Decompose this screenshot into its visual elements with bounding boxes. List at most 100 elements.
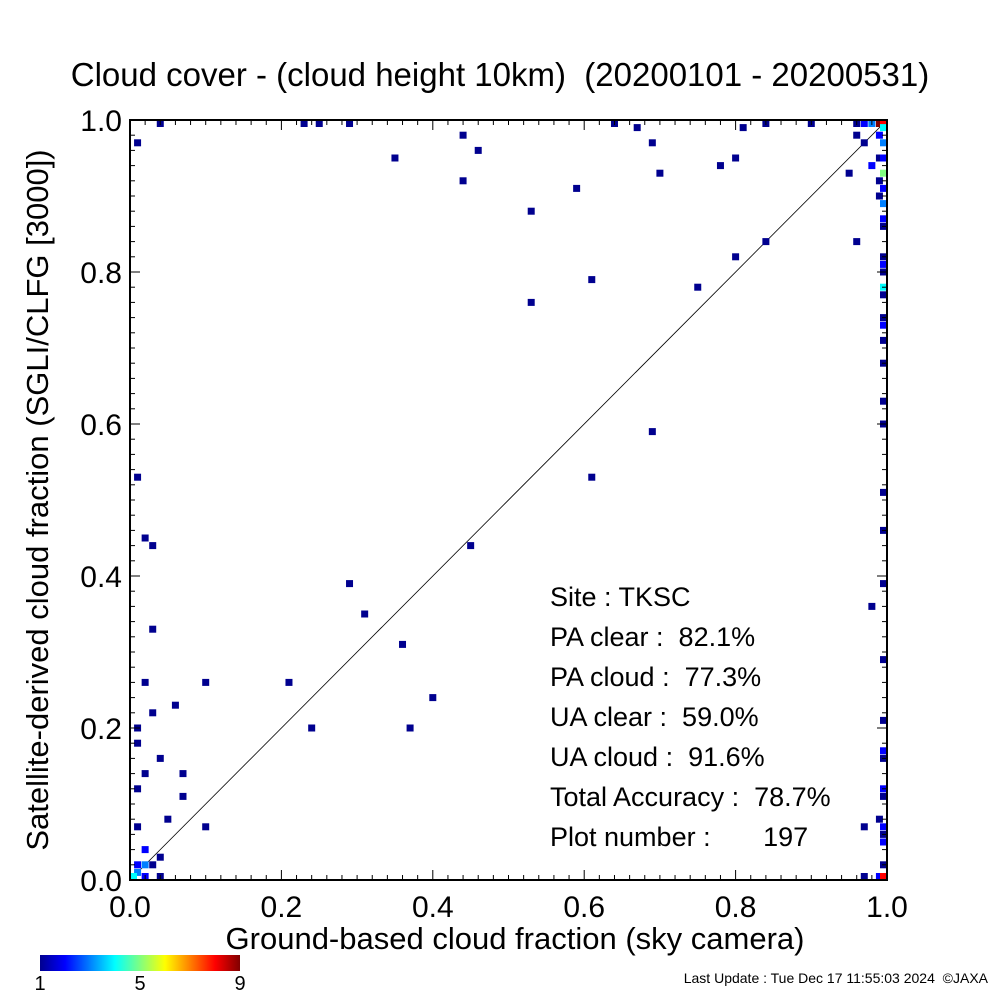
x-axis-label: Ground-based cloud fraction (sky camera) — [225, 921, 805, 956]
data-point — [880, 139, 887, 147]
data-point — [346, 120, 354, 127]
data-point — [648, 428, 656, 436]
data-point — [573, 184, 581, 192]
data-point — [130, 873, 137, 880]
data-point — [308, 724, 316, 732]
data-point — [880, 169, 887, 177]
colorbar-gradient — [40, 955, 240, 971]
data-point — [588, 276, 596, 284]
data-point — [315, 120, 323, 127]
data-point — [459, 131, 467, 139]
reference-line — [129, 119, 888, 881]
data-point — [429, 694, 437, 702]
data-point — [149, 709, 157, 717]
data-point — [346, 580, 354, 588]
y-tick-label: 0.2 — [80, 713, 122, 746]
data-point — [399, 640, 407, 648]
data-point — [880, 397, 887, 405]
data-point — [527, 207, 535, 215]
stat-ua-cloud: UA cloud : 91.6% — [550, 742, 765, 772]
y-tick-label: 0.6 — [80, 409, 122, 442]
data-point — [361, 610, 369, 618]
data-point — [868, 602, 876, 610]
data-point — [845, 169, 853, 177]
data-point — [860, 139, 868, 147]
data-point — [156, 853, 164, 861]
data-point — [156, 754, 164, 762]
data-point — [285, 678, 293, 686]
data-point — [875, 192, 883, 200]
data-point — [880, 488, 887, 496]
data-point — [732, 154, 740, 162]
colorbar-tick-label: 9 — [234, 973, 246, 995]
data-point — [149, 861, 157, 869]
data-point — [134, 785, 142, 793]
stat-ua-clear: UA clear : 59.0% — [550, 702, 759, 732]
chart-title: Cloud cover - (cloud height 10km) (20200… — [70, 56, 930, 93]
data-point — [880, 120, 887, 127]
data-point — [739, 124, 747, 132]
data-point — [141, 678, 149, 686]
data-point — [134, 868, 142, 876]
data-point — [875, 131, 883, 139]
data-point — [868, 162, 876, 170]
data-point — [875, 154, 883, 162]
data-point — [694, 283, 702, 291]
colorbar — [40, 955, 240, 971]
data-point — [880, 656, 887, 664]
x-tick-label: 0.4 — [412, 891, 454, 924]
data-point — [860, 120, 868, 127]
data-point — [875, 815, 883, 823]
data-point — [406, 724, 414, 732]
x-tick-label: 0.0 — [109, 891, 151, 924]
data-point — [880, 823, 887, 831]
y-tick-label: 0.4 — [80, 561, 122, 594]
data-point — [880, 716, 887, 724]
data-point — [762, 238, 770, 246]
x-tick-label: 0.2 — [261, 891, 303, 924]
data-point — [202, 678, 210, 686]
data-point — [875, 120, 883, 127]
data-point — [467, 542, 475, 550]
data-point — [880, 184, 887, 192]
data-point — [732, 253, 740, 261]
data-point — [141, 861, 149, 869]
data-point — [179, 792, 187, 800]
data-point — [141, 534, 149, 542]
data-point — [149, 542, 157, 550]
y-tick-label: 1.0 — [80, 105, 122, 138]
colorbar-tick-label: 1 — [34, 973, 46, 995]
data-point — [588, 473, 596, 481]
data-point — [171, 701, 179, 709]
data-point — [880, 124, 887, 132]
data-point — [853, 238, 861, 246]
data-point — [202, 823, 210, 831]
data-point — [656, 169, 664, 177]
data-point — [300, 120, 308, 127]
stat-site: Site : TKSC — [550, 582, 691, 612]
data-point — [134, 739, 142, 747]
data-point — [164, 815, 172, 823]
x-tick-label: 1.0 — [866, 891, 908, 924]
footer-update-text: Last Update : Tue Dec 17 11:55:03 2024 ©… — [683, 970, 988, 986]
data-point — [633, 124, 641, 132]
data-point — [875, 873, 883, 880]
data-point — [860, 873, 868, 880]
y-tick-label: 0.0 — [80, 865, 122, 898]
colorbar-tick-label: 5 — [134, 973, 146, 995]
data-point — [880, 154, 887, 162]
x-tick-label: 0.6 — [563, 891, 605, 924]
data-point — [134, 823, 142, 831]
data-point — [141, 846, 149, 854]
data-point — [134, 139, 142, 147]
data-point — [860, 823, 868, 831]
stat-plot-number: Plot number : 197 — [550, 822, 809, 852]
data-point — [134, 473, 142, 481]
data-point — [880, 215, 887, 223]
stat-total-accuracy: Total Accuracy : 78.7% — [550, 782, 831, 812]
data-point — [880, 873, 887, 880]
data-point — [880, 747, 887, 755]
data-point — [880, 321, 887, 329]
data-point — [391, 154, 399, 162]
